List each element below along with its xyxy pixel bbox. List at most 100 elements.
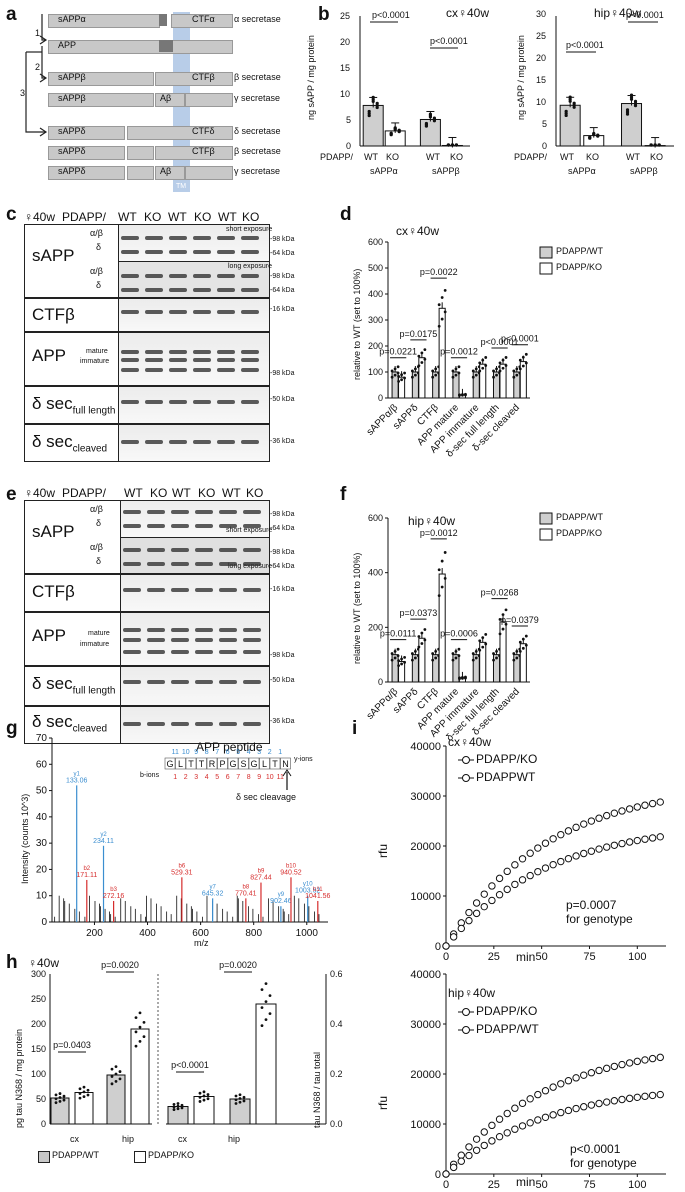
b-left-ytick-2: 10 [340,89,351,99]
d-point [504,364,508,367]
c-app-band [169,350,187,354]
h-right-point [234,1094,238,1098]
c-app-immature: immature [80,358,110,365]
c-lane-5: WT [218,210,237,224]
h-left-point [118,1077,122,1081]
c-sapp-band [121,288,139,292]
e-lane-2: KO [150,486,168,500]
g-peak-label: b6 [179,863,186,869]
f-point [478,648,482,652]
e-dsec-fl-kda: -50 kDa [270,677,295,684]
i-bottom-series-2-point [656,1090,664,1099]
g-residue: T [199,759,205,769]
g-peak-label: y7 [209,884,216,890]
e-ctfb-band [123,588,141,592]
d-legend-wt: PDAPP/WT [556,246,604,256]
g-b-ion-number: 3 [194,774,198,781]
i-top-series-1-point [557,830,565,839]
i-top-series-1-point [488,882,496,890]
f-point [390,658,394,662]
i-bottom-ytick: 30000 [410,1019,441,1031]
c-dsec-fl-band [241,400,259,404]
c-header: ♀40w [24,210,56,224]
f-point [464,675,467,679]
g-residue-box [238,757,249,770]
e-app-mature: mature [88,630,110,637]
d-legend-swatch-ko [539,262,553,275]
d-legend-swatch-wt [539,246,553,259]
c-dsec-fl-band [217,400,235,404]
d-title: cx♀40w [396,224,440,238]
g-residue: S [240,759,246,769]
h-right-point [180,1103,184,1107]
i-top-series-2-point [511,880,519,889]
c-sapp-kda-3: -98 kDa [270,273,295,280]
i-bottom-xtick: 100 [628,1179,646,1191]
e-app-band [147,628,165,632]
panel-letter-e: e [6,484,17,505]
i-top-series-2-point [549,860,557,869]
i-top-ytick: 0 [435,941,441,953]
g-ytick-label: 60 [36,759,48,770]
h-left-point [86,1093,90,1097]
g-residue-box [175,757,186,770]
i-legend-marker-4 [462,1026,470,1034]
d-ytick-label: 600 [368,237,383,247]
h-pval: p<0.0001 [171,1060,209,1070]
d-point [397,374,400,378]
c-sapp-band [169,250,187,254]
f-point [478,639,482,643]
f-ytick-label: 200 [368,622,383,632]
h-left-ytick: 200 [31,1019,46,1029]
g-peak-label: b8 [242,884,249,890]
f-point [512,658,516,662]
i-bottom-stat: p<0.0001 [570,1142,621,1156]
h-right-point [268,1012,272,1015]
c-dsec-cl-kda: -36 kDa [270,438,295,445]
i-top-series-1-point [526,849,534,857]
f-point [512,652,516,655]
f-point [501,627,505,631]
e-ctfb-band [195,588,213,592]
b-right-ytick-1: 5 [542,119,548,129]
i-top-series-2-point [488,896,496,905]
i-top-series-2-point [641,835,649,843]
g-peak-mz: 1003.52 [295,888,320,895]
d-point [498,361,502,365]
e-lane-4: KO [198,486,216,500]
h-right-point [176,1104,180,1108]
g-y-ion-number: 2 [268,749,272,756]
i-bottom-series-1-point [641,1056,649,1064]
h-right-point [264,1000,268,1003]
b-left-bar [419,118,441,147]
c-short-exposure: short exposure [226,226,273,233]
c-app-band [121,350,139,354]
e-prefix: PDAPP/ [62,486,107,500]
c-ctfb-band [193,310,211,314]
c-sapp-mark-2: δ [96,242,102,252]
b-right-prefix: PDAPP/ [514,152,548,162]
i-bottom-series-1-point [602,1064,611,1073]
g-ytick-label: 50 [36,786,48,797]
f-point [495,656,498,660]
d-point [474,373,478,377]
b-right-ytick-3: 15 [536,75,547,85]
i-top-series-1-point [541,839,550,847]
f-point [434,656,438,660]
i-bottom-series-2-point [602,1098,611,1106]
g-xtick-label: 600 [192,928,209,939]
b-right-geno-4: KO [650,152,664,162]
h-title: ♀40w [28,956,60,970]
i-bottom-series-2-point [580,1103,588,1111]
e-app-band [195,638,213,642]
g-b-ion-number: 10 [266,774,274,781]
f-legend-ko: PDAPP/KO [556,528,603,538]
b-left-point [375,101,379,106]
d-point [390,369,394,373]
i-bottom-series-1-point [564,1077,573,1085]
h-right-point [242,1095,246,1099]
i-bottom-series-1-point [457,1151,466,1159]
c-app-band [169,358,187,362]
d-point [400,378,403,382]
